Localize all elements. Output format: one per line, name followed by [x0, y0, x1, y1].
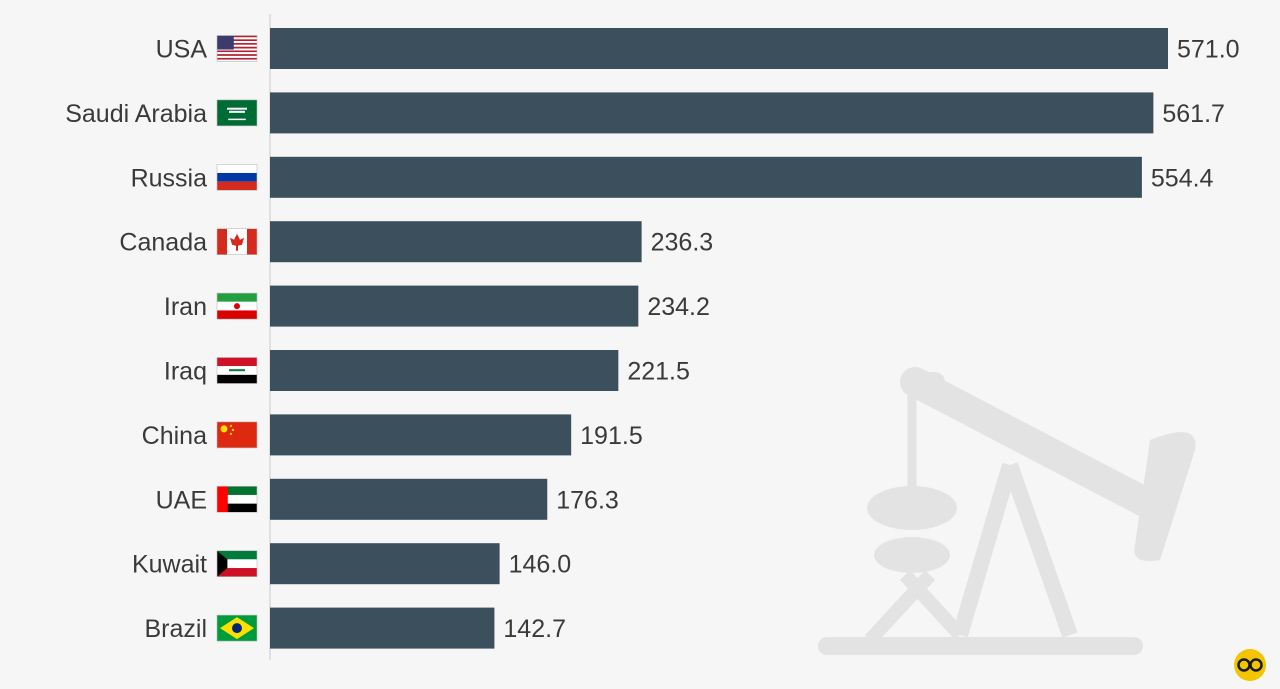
uae-flag-icon [216, 485, 258, 513]
category-label: Iraq [164, 358, 207, 386]
canada-flag-icon [216, 228, 258, 255]
russia-flag-icon [216, 164, 258, 191]
bar-iran [270, 285, 639, 327]
kuwait-flag-icon [216, 550, 258, 578]
usa-flag-icon [216, 35, 258, 62]
category-label: UAE [156, 486, 207, 514]
value-label: 554.4 [1151, 164, 1214, 192]
value-label: 142.7 [503, 615, 566, 643]
value-label: 561.7 [1162, 100, 1225, 128]
category-label: USA [156, 36, 208, 64]
bar-brazil [270, 607, 495, 649]
china-flag-icon [216, 421, 258, 449]
category-label: Brazil [144, 615, 207, 643]
bar-saudi-arabia [270, 92, 1154, 134]
iran-flag-icon [216, 292, 258, 320]
value-label: 191.5 [580, 422, 643, 450]
value-label: 221.5 [627, 358, 690, 386]
category-label: Kuwait [132, 551, 207, 579]
bar-uae [270, 478, 548, 520]
bar-russia [270, 156, 1142, 198]
value-label: 236.3 [651, 229, 714, 257]
category-label: Saudi Arabia [65, 100, 207, 128]
bar-kuwait [270, 543, 500, 585]
category-label: Russia [131, 164, 208, 192]
bar-china [270, 414, 572, 456]
bar-canada [270, 221, 642, 263]
value-label: 146.0 [509, 551, 572, 579]
value-label: 176.3 [556, 486, 619, 514]
brazil-flag-icon [216, 614, 258, 642]
statista-logo-icon [1234, 649, 1266, 681]
category-label: China [142, 422, 207, 450]
category-label: Iran [164, 293, 207, 321]
value-label: 234.2 [647, 293, 710, 321]
saudi-arabia-flag-icon [216, 99, 258, 127]
iraq-flag-icon [216, 357, 258, 384]
value-label: 571.0 [1177, 36, 1240, 64]
bar-usa [270, 28, 1168, 69]
oil-pump-jack-icon [818, 367, 1196, 655]
bar-iraq [270, 350, 619, 391]
category-label: Canada [119, 229, 207, 257]
